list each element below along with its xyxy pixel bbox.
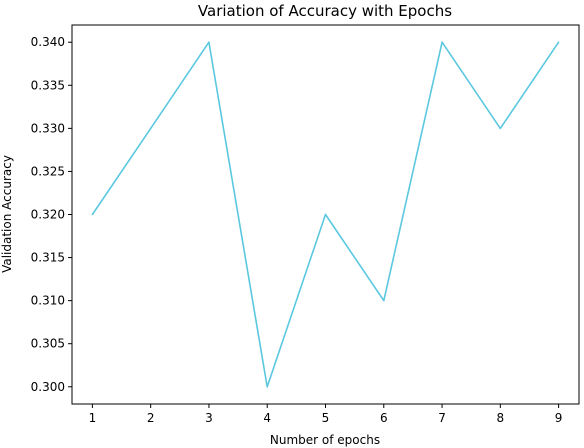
data-point — [149, 127, 152, 130]
data-point — [499, 127, 502, 130]
data-point — [208, 41, 210, 44]
series-layer — [91, 41, 560, 388]
y-tick-label: 0.330 — [31, 121, 65, 135]
data-point — [324, 213, 327, 216]
x-tick-label: 2 — [147, 411, 155, 425]
data-point — [91, 213, 94, 216]
x-axis-label: Number of epochs — [270, 433, 380, 447]
x-tick-label: 4 — [263, 411, 271, 425]
chart-title: Variation of Accuracy with Epochs — [198, 2, 452, 20]
x-tick-label: 8 — [497, 411, 505, 425]
x-tick-label: 5 — [322, 411, 330, 425]
x-tick-label: 7 — [438, 411, 446, 425]
data-point — [382, 299, 385, 302]
y-tick-label: 0.305 — [31, 337, 65, 351]
x-axis: 1 2 3 4 5 6 7 8 9 — [89, 404, 563, 425]
y-tick-label: 0.335 — [31, 78, 65, 92]
x-tick-label: 6 — [380, 411, 388, 425]
data-point — [266, 385, 269, 388]
y-tick-label: 0.325 — [31, 164, 65, 178]
y-tick-label: 0.310 — [31, 294, 65, 308]
y-tick-label: 0.320 — [31, 208, 65, 222]
y-tick-label: 0.340 — [31, 35, 65, 49]
x-tick-label: 3 — [205, 411, 213, 425]
data-point — [441, 41, 443, 44]
x-tick-label: 1 — [89, 411, 97, 425]
y-tick-label: 0.315 — [31, 251, 65, 265]
y-axis: 0.300 0.305 0.310 0.315 0.320 0.325 0.330 0.335… — [31, 35, 72, 394]
x-tick-label: 9 — [555, 411, 563, 425]
y-tick-label: 0.300 — [31, 380, 65, 394]
y-axis-label: Validation Accuracy — [0, 155, 14, 273]
data-point — [557, 41, 560, 44]
